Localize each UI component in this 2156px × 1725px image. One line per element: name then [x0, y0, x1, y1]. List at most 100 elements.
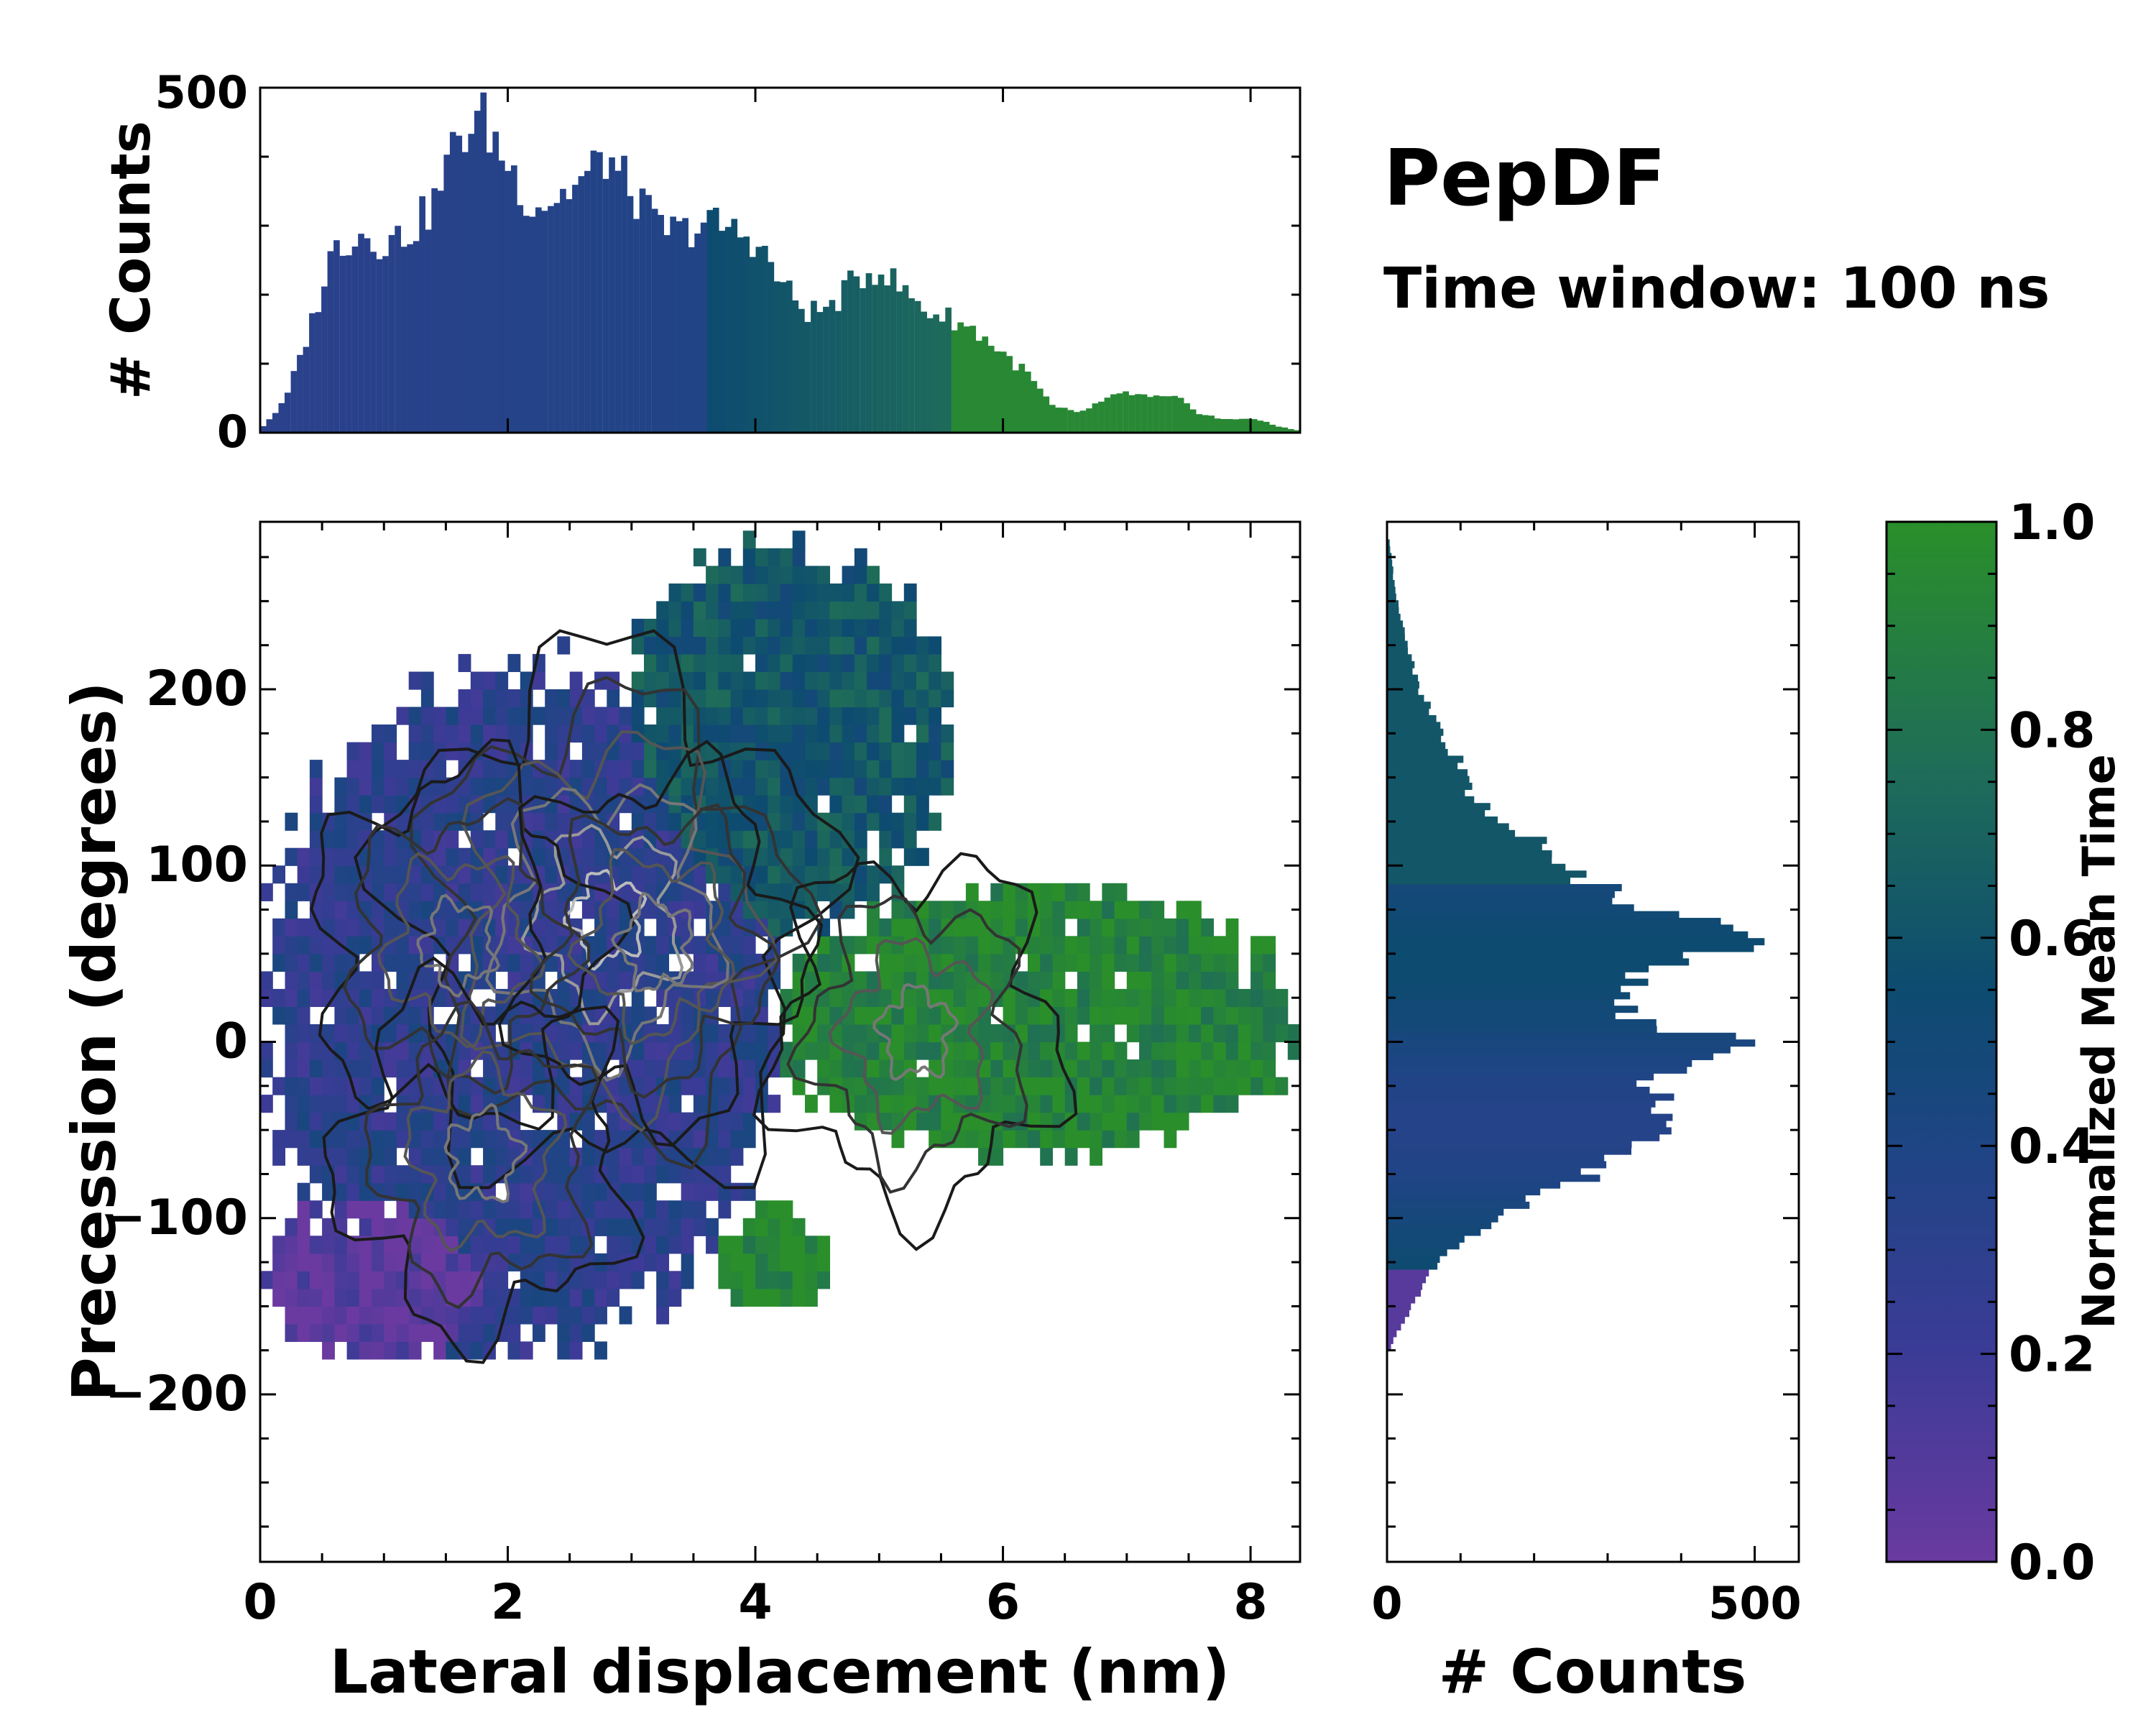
heatmap-cell: [730, 566, 744, 584]
heatmap-cell: [644, 847, 657, 866]
heatmap-cell: [545, 901, 558, 919]
top-hist-bar: [1257, 420, 1264, 433]
heatmap-cell: [718, 1059, 732, 1078]
top-hist-bar: [461, 152, 469, 433]
heatmap-cell: [693, 901, 706, 919]
right-hist-bar: [1387, 944, 1754, 952]
heatmap-cell: [557, 1147, 571, 1166]
heatmap-cell: [1089, 1024, 1103, 1043]
heatmap-cell: [903, 901, 917, 919]
heatmap-cell: [631, 1059, 645, 1078]
top-hist-bar: [1123, 391, 1129, 433]
heatmap-cell: [742, 760, 756, 778]
heatmap-cell: [1028, 1130, 1041, 1149]
top-hist-bar: [382, 256, 389, 433]
heatmap-cell: [285, 1041, 298, 1060]
heatmap-cell: [1225, 988, 1239, 1008]
heatmap-cell: [817, 742, 831, 760]
heatmap-cell: [1201, 988, 1215, 1008]
heatmap-cell: [372, 1112, 384, 1131]
heatmap-cell: [879, 988, 893, 1008]
heatmap-cell: [1064, 936, 1078, 954]
heatmap-cell: [483, 936, 496, 954]
right-hist-bar: [1387, 1053, 1714, 1060]
right-hist-bar: [1387, 546, 1391, 553]
heatmap-cell: [309, 1236, 323, 1254]
heatmap-cell: [755, 548, 768, 566]
right-hist-bar: [1387, 755, 1464, 763]
heatmap-cell: [1238, 1059, 1251, 1078]
heatmap-cell: [693, 865, 706, 884]
top-hist-bar: [260, 426, 267, 433]
heatmap-cell: [718, 1024, 732, 1043]
heatmap-cell: [792, 566, 806, 584]
heatmap-cell: [309, 1041, 323, 1060]
heatmap-cell: [1176, 936, 1189, 954]
heatmap-cell: [805, 707, 818, 725]
heatmap-cell: [533, 918, 545, 937]
heatmap-cell: [742, 1095, 756, 1113]
heatmap-cell: [607, 689, 620, 708]
heatmap-cell: [891, 777, 905, 796]
heatmap-cell: [495, 830, 509, 849]
heatmap-cell: [854, 777, 867, 796]
heatmap-cell: [879, 707, 893, 725]
top-hist-bar: [523, 216, 530, 433]
heatmap-cell: [867, 653, 880, 673]
heatmap-cell: [420, 971, 434, 990]
heatmap-cell: [668, 760, 682, 778]
heatmap-cell: [867, 1041, 880, 1060]
heatmap-cell: [768, 760, 781, 778]
heatmap-cell: [346, 1059, 360, 1078]
top-hist-bar: [449, 132, 456, 433]
top-hist-bar: [596, 152, 603, 433]
heatmap-cell: [706, 618, 719, 638]
heatmap-cell: [718, 1253, 732, 1271]
heatmap-cell: [718, 1165, 732, 1184]
heatmap-cell: [1139, 918, 1152, 937]
heatmap-cell: [533, 671, 545, 690]
heatmap-cell: [458, 1323, 471, 1343]
heatmap-cell: [470, 707, 484, 725]
top-hist-bar: [706, 210, 714, 433]
heatmap-cell: [681, 1236, 694, 1254]
right-hist-bar: [1387, 1248, 1447, 1256]
heatmap-cell: [1089, 936, 1103, 954]
heatmap-cell: [1250, 1024, 1263, 1043]
heatmap-cell: [322, 1218, 335, 1236]
heatmap-cell: [817, 1041, 831, 1060]
heatmap-cell: [297, 883, 310, 901]
heatmap-cell: [1176, 1024, 1189, 1043]
heatmap-cell: [742, 1024, 756, 1043]
heatmap-cell: [334, 1095, 348, 1113]
heatmap-cell: [309, 1271, 323, 1289]
heatmap-cell: [854, 795, 867, 814]
heatmap-cell: [446, 707, 459, 725]
heatmap-cell: [272, 936, 286, 954]
heatmap-cell: [346, 1041, 360, 1060]
heatmap-cell: [916, 653, 929, 673]
heatmap-cell: [631, 760, 645, 778]
heatmap-cell: [495, 865, 509, 884]
heatmap-cell: [322, 865, 335, 884]
heatmap-cell: [879, 953, 893, 972]
heatmap-cell: [483, 1112, 496, 1131]
heatmap-cell: [1238, 1006, 1251, 1025]
heatmap-cell: [953, 1006, 967, 1025]
heatmap-cell: [842, 812, 855, 831]
heatmap-cell: [396, 1341, 410, 1360]
right-hist-bar: [1387, 1296, 1416, 1304]
heatmap-cell: [891, 953, 905, 972]
heatmap-cell: [1040, 936, 1054, 954]
heatmap-cell: [656, 707, 670, 725]
heatmap-cell: [792, 742, 806, 760]
heatmap-cell: [384, 953, 397, 972]
density-contour: [610, 891, 694, 993]
heatmap-cell: [322, 1271, 335, 1289]
heatmap-cell: [507, 689, 521, 708]
heatmap-cell: [1201, 1024, 1215, 1043]
heatmap-cell: [730, 636, 744, 655]
heatmap-cell: [458, 1306, 471, 1325]
heatmap-cell: [1102, 936, 1115, 954]
heatmap-cell: [842, 653, 855, 673]
